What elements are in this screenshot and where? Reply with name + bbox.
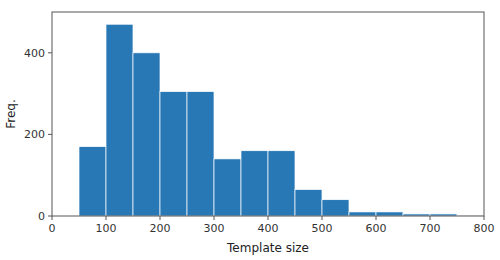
bar: [322, 200, 349, 216]
bar: [79, 147, 106, 216]
y-tick-label: 0: [38, 210, 45, 223]
y-tick: [48, 134, 52, 135]
x-tick: [376, 216, 377, 220]
x-tick-label: 500: [312, 222, 333, 235]
bar: [187, 92, 214, 216]
bar: [349, 212, 376, 216]
x-tick-label: 700: [420, 222, 441, 235]
bar: [241, 151, 268, 216]
x-tick: [52, 216, 53, 220]
y-tick: [48, 52, 52, 53]
x-tick: [430, 216, 431, 220]
chart: 0 100 200 300 400 500 600 700 800 0 200 400 Template…: [0, 0, 500, 260]
bar: [106, 24, 133, 216]
y-tick: [48, 216, 52, 217]
x-tick: [484, 216, 485, 220]
y-tick-label: 200: [24, 128, 45, 141]
x-tick-label: 600: [366, 222, 387, 235]
y-axis-label: Freq.: [4, 99, 18, 129]
x-tick-label: 800: [474, 222, 495, 235]
x-tick: [160, 216, 161, 220]
y-tick-label: 400: [24, 47, 45, 60]
bar: [160, 92, 187, 216]
bar: [268, 151, 295, 216]
x-tick-label: 200: [150, 222, 171, 235]
bar: [214, 159, 241, 216]
bar: [376, 212, 403, 216]
bar: [133, 53, 160, 216]
x-tick-label: 300: [204, 222, 225, 235]
x-tick: [322, 216, 323, 220]
x-tick: [214, 216, 215, 220]
plot-frame: [52, 12, 484, 216]
x-tick-label: 400: [258, 222, 279, 235]
x-axis: 0 100 200 300 400 500 600 700 800: [49, 216, 495, 235]
x-tick-label: 0: [49, 222, 56, 235]
x-tick: [268, 216, 269, 220]
x-tick: [106, 216, 107, 220]
x-tick-label: 100: [96, 222, 117, 235]
bars: [79, 24, 484, 216]
y-axis: 0 200 400: [24, 47, 52, 223]
bar: [295, 189, 322, 216]
x-axis-label: Template size: [226, 241, 309, 255]
